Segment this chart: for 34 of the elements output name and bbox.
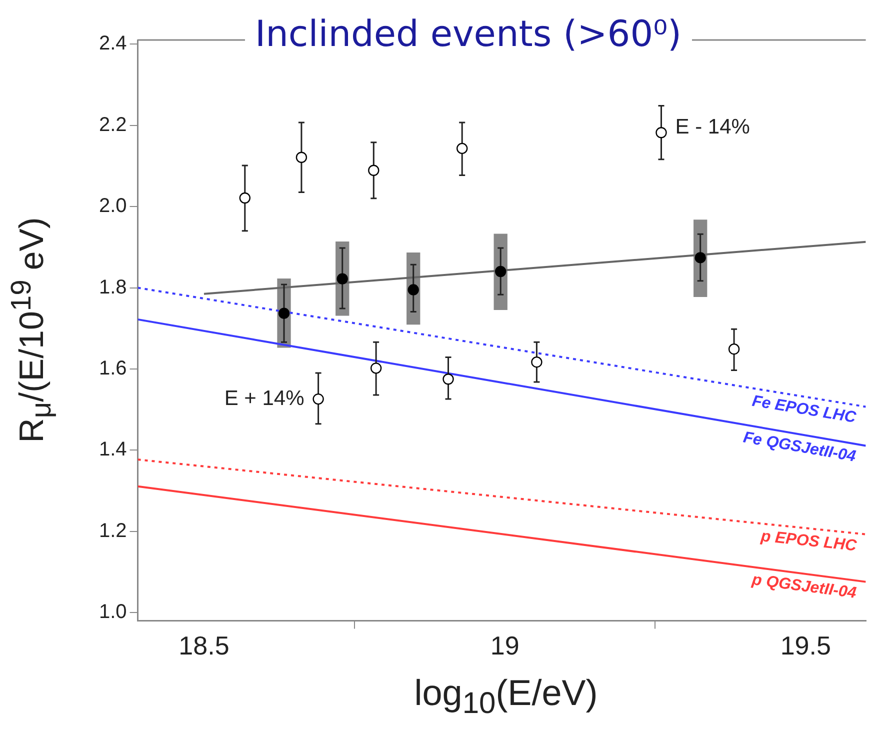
point — [368, 164, 380, 176]
point — [370, 362, 382, 374]
point — [656, 127, 667, 138]
y-tick-label: 2.2 — [98, 114, 127, 136]
y-tick-label: 2.0 — [98, 195, 127, 218]
point — [239, 192, 250, 204]
text: p QGSJetII-04 — [750, 571, 858, 602]
point — [408, 284, 419, 296]
y-tick-label: 1.6 — [98, 358, 127, 380]
point — [728, 343, 740, 355]
text: Fe QGSJetII-04 — [742, 429, 858, 466]
x-tick-label: 19.5 — [780, 630, 831, 661]
point — [495, 266, 506, 278]
x-axis-title: log$_{10}$(E/eV) — [413, 672, 599, 722]
point — [336, 273, 348, 284]
point — [694, 252, 706, 264]
point — [456, 142, 468, 154]
point — [312, 393, 324, 405]
y-tick-label: 1.0 — [98, 601, 127, 624]
series-label: E - 14% — [675, 115, 750, 138]
point — [531, 356, 542, 368]
point — [442, 374, 454, 385]
point — [278, 308, 290, 319]
y-tick-label: 1.8 — [98, 276, 127, 298]
text: p EPOS LHC — [759, 528, 858, 555]
text: Fe EPOS LHC — [750, 392, 858, 427]
chart-title: Inclinded events (>60⁰) — [245, 14, 692, 55]
x-tick-label: 18.5 — [178, 630, 230, 661]
y-tick-label: 1.2 — [98, 520, 127, 542]
point — [296, 152, 308, 163]
series-label: E + 14% — [224, 386, 304, 410]
y-tick-label: 2.4 — [98, 32, 127, 55]
x-tick-label: 19 — [490, 630, 520, 661]
y-tick-label: 1.4 — [98, 438, 127, 461]
